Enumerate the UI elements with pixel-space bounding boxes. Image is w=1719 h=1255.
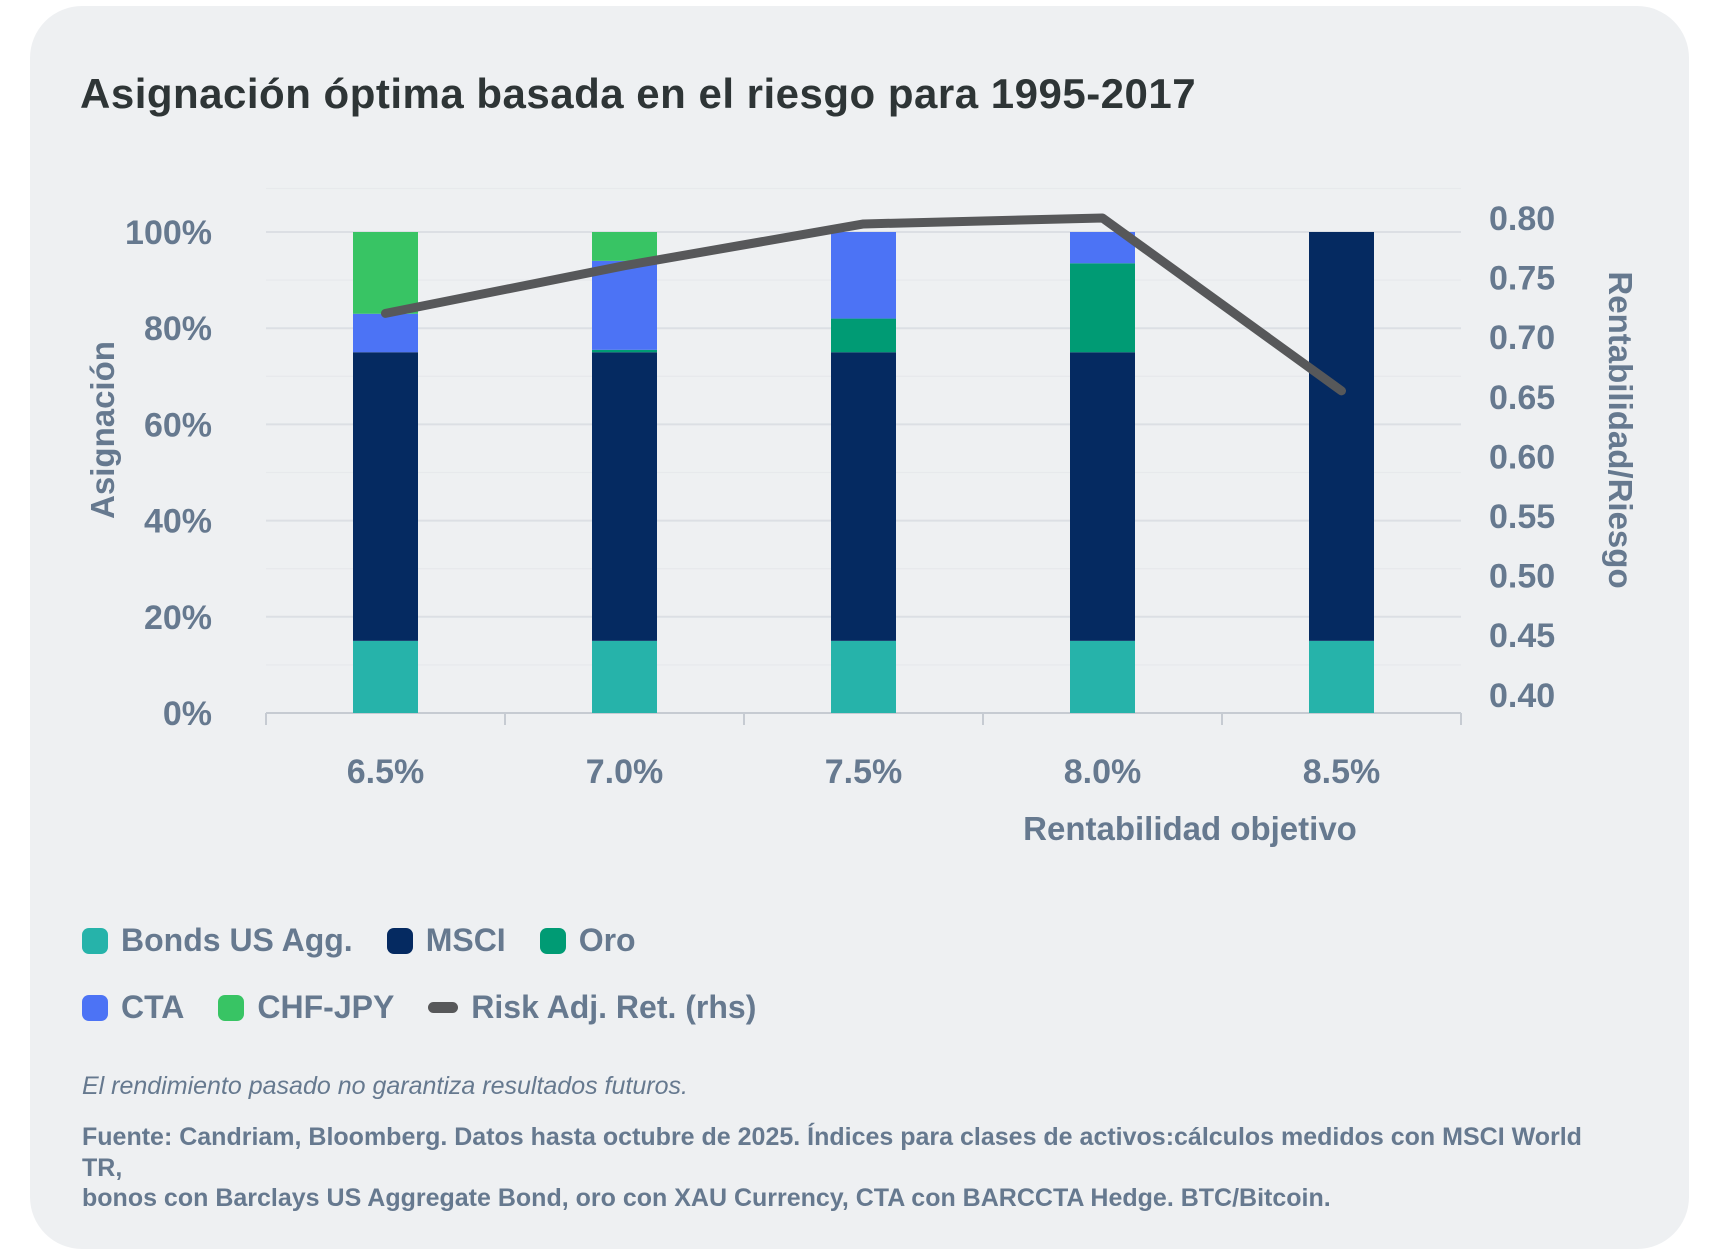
bar-segment-cta (592, 260, 657, 350)
right-axis-tick-label: 0.65 (1489, 379, 1555, 417)
right-axis-tick-label: 0.75 (1489, 260, 1555, 298)
x-axis-tick-label: 6.5% (347, 753, 425, 791)
right-axis-tick-label: 0.70 (1489, 319, 1555, 357)
left-axis-tick-label: 20% (144, 599, 212, 637)
bar-segment-bonds-us-agg (592, 640, 657, 713)
swatch-icon (218, 994, 245, 1021)
legend-item-oro: Oro (539, 922, 636, 959)
right-axis-tick-label: 0.55 (1489, 498, 1555, 536)
bar-segment-oro (592, 349, 657, 353)
legend-label: Risk Adj. Ret. (rhs) (471, 989, 757, 1025)
bar-segment-bonds-us-agg (831, 640, 896, 713)
bar-segment-cta (353, 313, 418, 353)
risk-adjusted-return-line (381, 213, 1346, 396)
legend-item-risk-adj-ret-rhs: Risk Adj. Ret. (rhs) (428, 989, 756, 1026)
left-axis-title: Asignación (84, 341, 121, 519)
bar-segment-bonds-us-agg (1070, 640, 1135, 713)
bar-segment-bonds-us-agg (1309, 640, 1374, 713)
swatch-icon (82, 927, 108, 954)
bar-segment-msci (831, 352, 896, 641)
bar-segment-msci (592, 352, 657, 641)
bar-segment-msci (353, 352, 418, 641)
legend-item-cta: CTA (82, 989, 184, 1026)
legend-row: CTA CHF-JPY Risk Adj. Ret. (rhs) (82, 989, 756, 1026)
legend-label: Oro (578, 922, 636, 958)
chart-title: Asignación óptima basada en el riesgo pa… (80, 70, 1197, 117)
x-axis-tick-label: 8.5% (1303, 753, 1381, 791)
source-line-1: Fuente: Candriam, Bloomberg. Datos hasta… (82, 1123, 1582, 1182)
bar-segment-msci (1309, 232, 1374, 641)
legend-label: CHF-JPY (257, 989, 395, 1025)
left-axis-tick-label: 0% (163, 695, 212, 733)
left-axis-tick-label: 100% (125, 214, 212, 252)
legend-label: Bonds US Agg. (121, 922, 353, 958)
disclaimer-text: El rendimiento pasado no garantiza resul… (82, 1072, 688, 1100)
bar-segment-chf-jpy (353, 232, 418, 314)
legend-item-chf-jpy: CHF-JPY (218, 989, 394, 1026)
legend-item-bonds-us-agg: Bonds US Agg. (82, 922, 353, 959)
right-axis-tick-label: 0.45 (1489, 617, 1555, 655)
swatch-icon (386, 927, 413, 954)
source-text: Fuente: Candriam, Bloomberg. Datos hasta… (82, 1122, 1582, 1214)
right-axis-title: Rentabilidad/Riesgo (1602, 271, 1639, 588)
bar-segment-bonds-us-agg (353, 640, 418, 713)
source-line-2: bonos con Barclays US Aggregate Bond, or… (82, 1184, 1331, 1212)
left-axis-tick-label: 60% (144, 406, 212, 444)
right-axis-tick-label: 0.40 (1489, 677, 1555, 715)
x-axis-title: Rentabilidad objetivo (1023, 810, 1357, 847)
bar-segment-chf-jpy (592, 232, 657, 261)
legend-item-msci: MSCI (386, 922, 506, 959)
bar-segment-oro (831, 318, 896, 353)
left-axis-tick-label: 40% (144, 503, 212, 541)
chart-legend: Bonds US Agg. MSCI Oro CTA CHF-JPY Risk Adj. … (82, 922, 756, 1026)
left-axis-tick-label: 80% (144, 310, 212, 348)
x-axis-tick-label: 7.0% (586, 753, 664, 791)
x-axis-tick-label: 7.5% (825, 753, 903, 791)
right-axis-tick-label: 0.60 (1489, 438, 1555, 476)
legend-row: Bonds US Agg. MSCI Oro (82, 922, 756, 959)
right-axis-tick-label: 0.50 (1489, 558, 1555, 596)
legend-label: MSCI (425, 922, 506, 958)
swatch-icon (82, 994, 108, 1021)
x-axis-tick-label: 8.0% (1064, 753, 1142, 791)
bar-segment-cta (831, 232, 896, 319)
line-marker-icon (428, 1002, 459, 1013)
bar-segment-oro (1070, 263, 1135, 353)
legend-label: CTA (121, 989, 185, 1025)
right-axis-tick-label: 0.80 (1489, 200, 1555, 238)
swatch-icon (539, 927, 566, 954)
bar-segment-msci (1070, 352, 1135, 641)
